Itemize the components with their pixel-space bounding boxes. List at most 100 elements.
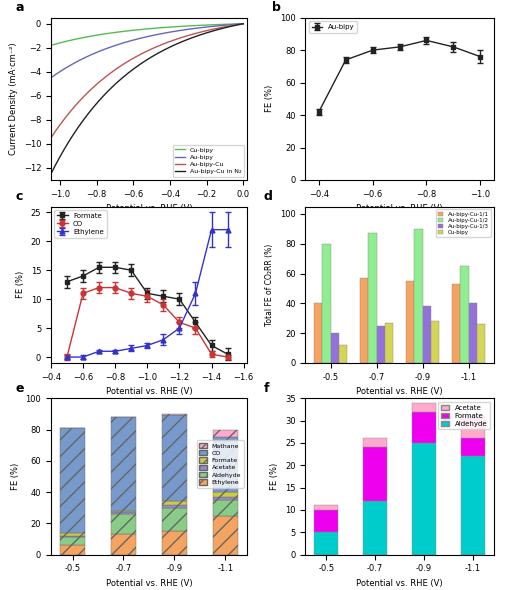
X-axis label: Potential vs. RHE (V): Potential vs. RHE (V) [356,204,443,213]
Bar [110,512,136,514]
Bar [162,414,187,415]
Y-axis label: FE (%): FE (%) [270,463,279,490]
Bar [213,437,238,492]
Bar [363,501,387,555]
Bar [377,326,385,363]
Text: b: b [271,1,280,14]
Bar [60,428,85,533]
Legend: Acetate, Formate, Aldehyde: Acetate, Formate, Aldehyde [438,402,490,430]
Bar [431,321,439,363]
X-axis label: Potential vs. RHE (V): Potential vs. RHE (V) [105,387,192,396]
Bar [452,284,460,363]
Au-bipy [222,22,228,29]
Legend: Formate, CO, Ethylene: Formate, CO, Ethylene [54,210,107,238]
X-axis label: Potential vs. RHE (V): Potential vs. RHE (V) [105,204,192,213]
Bar [213,497,238,500]
Bar [60,545,85,555]
Au-bipy [162,30,168,37]
Au-bipy-Cu [162,40,168,47]
Bar [162,504,187,507]
Bar [385,323,393,363]
Au-bipy-Cu in N₂ [162,46,168,53]
Au-bipy-Cu in N₂ [48,171,54,178]
Text: e: e [16,382,24,395]
Bar [314,532,338,555]
Bar [412,403,436,412]
Bar [162,415,187,502]
Bar [406,281,414,363]
Y-axis label: FE (%): FE (%) [265,85,274,113]
Bar [414,229,422,363]
Au-bipy-Cu in N₂ [222,24,228,31]
Bar [60,537,85,545]
X-axis label: Potential vs. RHE (V): Potential vs. RHE (V) [356,579,443,588]
Au-bipy-Cu [48,135,54,142]
Legend: Mathane, CO, Formate, Acetate, Aldehyde, Ethylene: Mathane, CO, Formate, Acetate, Aldehyde,… [197,440,244,487]
Legend: Au-bipy-Cu-1/1, Au-bipy-Cu-1/2, Au-bipy-Cu-1/3, Cu-bipy: Au-bipy-Cu-1/1, Au-bipy-Cu-1/2, Au-bipy-… [436,209,491,237]
Bar [213,516,238,555]
Bar [213,492,238,497]
Au-bipy-Cu [240,20,246,27]
Bar [461,416,485,438]
Bar [110,417,136,511]
Au-bipy-Cu [48,133,54,140]
Bar [469,303,477,363]
X-axis label: Potential vs. RHE (V): Potential vs. RHE (V) [105,579,192,588]
Au-bipy-Cu in N₂ [48,169,54,176]
Au-bipy-Cu [162,40,168,47]
Bar [461,456,485,555]
Line: Au-bipy-Cu: Au-bipy-Cu [51,24,243,138]
Bar [330,333,339,363]
Bar [460,266,469,363]
Bar [422,306,431,363]
Bar [339,345,347,363]
Bar [60,533,85,536]
Legend: Au-bipy: Au-bipy [309,21,357,32]
Au-bipy-Cu in N₂ [240,20,246,27]
Text: f: f [264,382,269,395]
Y-axis label: FE (%): FE (%) [16,271,25,299]
Au-bipy [48,74,54,81]
Bar [110,535,136,555]
X-axis label: Potential vs. RHE (V): Potential vs. RHE (V) [356,387,443,396]
Cu-bipy [162,24,168,31]
Text: a: a [16,1,24,14]
Line: Cu-bipy: Cu-bipy [51,24,243,45]
Bar [162,531,187,555]
Cu-bipy [240,20,246,27]
Bar [322,244,330,363]
Au-bipy-Cu [165,38,172,45]
Au-bipy-Cu in N₂ [162,46,168,53]
Bar [60,536,85,537]
Bar [369,233,377,363]
Y-axis label: Total FE of CO₂RR (%): Total FE of CO₂RR (%) [265,244,274,326]
Bar [363,447,387,501]
Bar [213,430,238,437]
Y-axis label: Current Density (mA·cm⁻²): Current Density (mA·cm⁻²) [9,42,18,155]
Au-bipy-Cu [222,23,228,30]
Legend: Cu-bipy, Au-bipy, Au-bipy-Cu, Au-bipy-Cu in N₂: Cu-bipy, Au-bipy, Au-bipy-Cu, Au-bipy-Cu… [173,145,244,177]
Cu-bipy [48,42,54,49]
Cu-bipy [222,21,228,28]
Cu-bipy [210,21,216,28]
Bar [314,506,338,510]
Au-bipy-Cu in N₂ [210,27,216,34]
Bar [314,303,322,363]
Cu-bipy [162,24,168,31]
Bar [314,510,338,532]
Bar [110,514,136,535]
Line: Au-bipy-Cu in N₂: Au-bipy-Cu in N₂ [51,24,243,174]
Cu-bipy [48,42,54,49]
Bar [461,438,485,456]
Au-bipy [162,30,168,37]
Bar [412,412,436,443]
Au-bipy [48,74,54,81]
Au-bipy [240,20,246,27]
Text: c: c [16,190,23,203]
Bar [162,507,187,531]
Cu-bipy [165,24,172,31]
Text: d: d [264,190,273,203]
Bar [477,324,485,363]
Bar [412,443,436,555]
Bar [110,511,136,512]
